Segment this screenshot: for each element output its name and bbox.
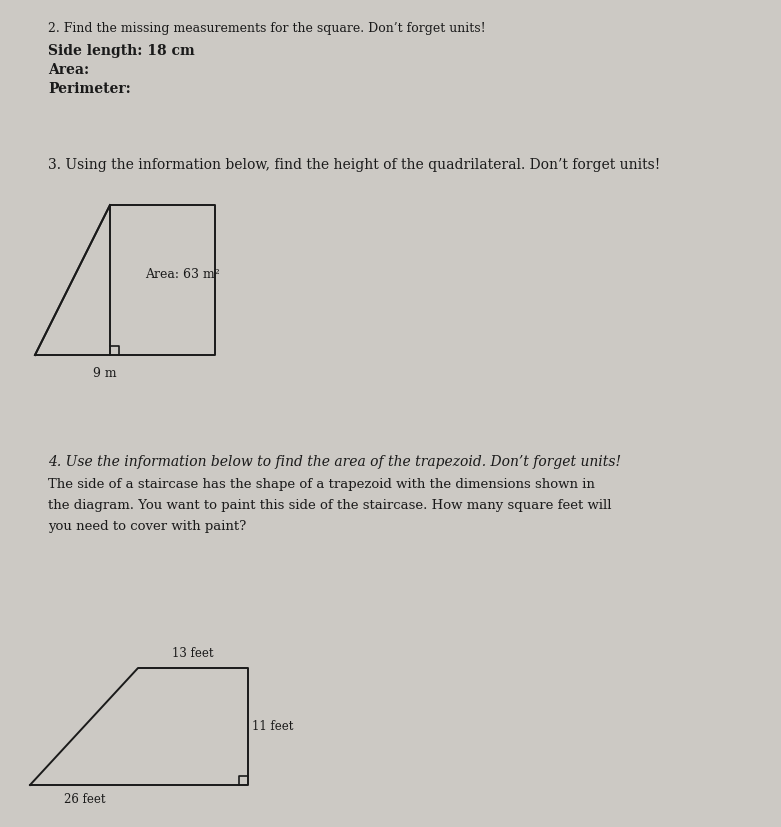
Text: Side length: 18 cm: Side length: 18 cm — [48, 44, 194, 58]
Text: you need to cover with paint?: you need to cover with paint? — [48, 520, 246, 533]
Text: Area: 63 m²: Area: 63 m² — [145, 269, 219, 281]
Text: 11 feet: 11 feet — [252, 720, 294, 733]
Text: 3. Using the information below, find the height of the quadrilateral. Don’t forg: 3. Using the information below, find the… — [48, 158, 660, 172]
Text: 26 feet: 26 feet — [64, 793, 105, 806]
Text: Area:: Area: — [48, 63, 89, 77]
Text: 9 m: 9 m — [93, 367, 117, 380]
Text: Perimeter:: Perimeter: — [48, 82, 130, 96]
Text: the diagram. You want to paint this side of the staircase. How many square feet : the diagram. You want to paint this side… — [48, 499, 612, 512]
Text: The side of a staircase has the shape of a trapezoid with the dimensions shown i: The side of a staircase has the shape of… — [48, 478, 595, 491]
Text: 13 feet: 13 feet — [173, 647, 214, 660]
Text: 4. Use the information below to find the area of the trapezoid. Don’t forget uni: 4. Use the information below to find the… — [48, 455, 621, 469]
Text: 2. Find the missing measurements for the square. Don’t forget units!: 2. Find the missing measurements for the… — [48, 22, 486, 35]
